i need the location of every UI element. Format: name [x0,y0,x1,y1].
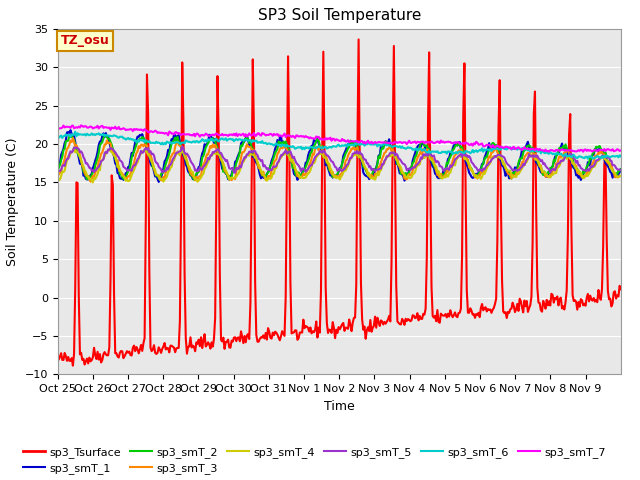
Line: sp3_Tsurface: sp3_Tsurface [58,39,621,366]
sp3_smT_5 [231,170,239,176]
sp3_smT_2 [617,166,625,172]
sp3_smT_2 [68,132,76,138]
Line: sp3_smT_4: sp3_smT_4 [58,147,621,183]
sp3_smT_5 [230,169,238,175]
sp3_smT_4 [70,144,78,150]
sp3_smT_2 [54,169,61,175]
sp3_smT_2 [398,169,406,175]
sp3_smT_6 [617,154,625,159]
sp3_smT_6 [230,138,238,144]
sp3_smT_3 [617,173,625,179]
sp3_Tsurface [568,226,575,232]
sp3_smT_7 [370,140,378,146]
sp3_smT_3 [371,171,379,177]
sp3_smT_5 [294,161,301,167]
sp3_smT_3 [294,173,301,179]
sp3_smT_7 [77,122,85,128]
sp3_Tsurface [398,316,406,322]
sp3_smT_1 [155,179,163,185]
sp3_Tsurface [617,287,625,292]
sp3_smT_7 [54,125,61,131]
sp3_smT_7 [397,139,404,145]
sp3_smT_3 [69,135,77,141]
sp3_smT_5 [617,168,625,173]
sp3_smT_3 [231,176,239,182]
Line: sp3_smT_3: sp3_smT_3 [58,138,621,182]
Line: sp3_smT_2: sp3_smT_2 [58,135,621,180]
sp3_Tsurface [371,314,379,320]
sp3_smT_4 [292,168,300,174]
sp3_Tsurface [69,363,77,369]
sp3_smT_5 [568,152,575,157]
sp3_smT_7 [617,147,625,153]
X-axis label: Time: Time [324,400,355,413]
sp3_smT_3 [54,174,61,180]
sp3_smT_1 [617,168,625,173]
sp3_smT_1 [470,174,477,180]
sp3_smT_1 [371,167,379,173]
sp3_smT_4 [397,165,404,170]
sp3_smT_6 [397,145,404,151]
sp3_smT_4 [469,168,477,174]
sp3_smT_4 [617,173,625,179]
Line: sp3_smT_1: sp3_smT_1 [58,130,621,182]
sp3_smT_6 [370,142,378,147]
sp3_smT_3 [86,179,94,185]
sp3_smT_2 [294,170,301,176]
sp3_smT_5 [371,168,379,174]
sp3_smT_5 [470,162,477,168]
sp3_smT_3 [470,171,477,177]
sp3_smT_4 [230,175,238,181]
Legend: sp3_Tsurface, sp3_smT_1, sp3_smT_2, sp3_smT_3, sp3_smT_4, sp3_smT_5, sp3_smT_6, : sp3_Tsurface, sp3_smT_1, sp3_smT_2, sp3_… [18,442,611,479]
Text: TZ_osu: TZ_osu [60,35,109,48]
sp3_smT_7 [469,143,477,148]
sp3_smT_7 [566,147,574,153]
sp3_smT_5 [179,144,186,149]
sp3_smT_2 [568,156,575,162]
sp3_smT_5 [398,160,406,166]
sp3_Tsurface [292,327,300,333]
Title: SP3 Soil Temperature: SP3 Soil Temperature [257,9,421,24]
sp3_smT_1 [568,159,575,165]
Line: sp3_smT_6: sp3_smT_6 [58,132,621,159]
sp3_smT_6 [469,147,477,153]
sp3_smT_6 [584,156,592,162]
sp3_smT_6 [72,129,79,134]
sp3_smT_7 [579,149,587,155]
sp3_Tsurface [355,36,362,42]
sp3_smT_1 [54,166,61,172]
sp3_smT_5 [54,168,61,174]
sp3_smT_3 [568,156,575,162]
sp3_smT_1 [67,127,74,133]
sp3_smT_1 [398,172,406,178]
sp3_smT_1 [231,159,239,165]
sp3_smT_6 [566,153,574,159]
Line: sp3_smT_5: sp3_smT_5 [58,146,621,173]
sp3_Tsurface [470,311,477,317]
sp3_smT_4 [566,156,574,162]
Line: sp3_smT_7: sp3_smT_7 [58,125,621,152]
sp3_smT_4 [54,180,61,186]
sp3_smT_2 [156,177,164,183]
Y-axis label: Soil Temperature (C): Soil Temperature (C) [6,137,19,266]
sp3_smT_2 [231,165,239,170]
sp3_smT_2 [371,168,379,174]
sp3_smT_4 [370,175,378,180]
sp3_Tsurface [230,335,238,340]
sp3_Tsurface [54,354,61,360]
sp3_smT_3 [398,170,406,176]
sp3_smT_1 [294,177,301,183]
sp3_smT_2 [470,171,477,177]
sp3_smT_7 [292,132,300,138]
sp3_smT_6 [292,145,300,151]
sp3_smT_7 [230,131,238,137]
sp3_smT_6 [54,135,61,141]
